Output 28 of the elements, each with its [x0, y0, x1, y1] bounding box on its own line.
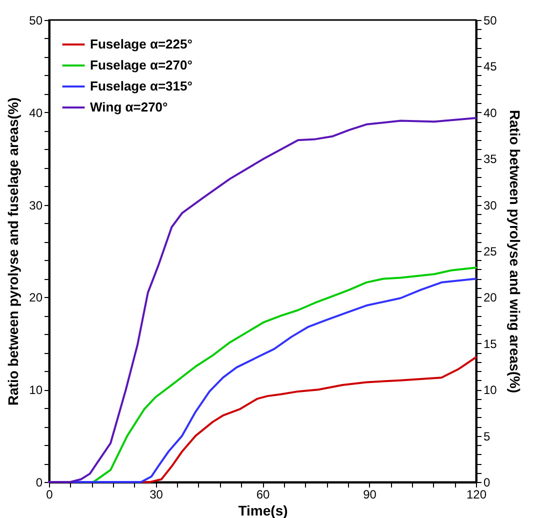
y-tick-label: 20: [29, 290, 43, 305]
y2-tick-label: 40: [484, 106, 498, 120]
y2-tick-label: 50: [484, 14, 498, 28]
y2-tick-label: 30: [484, 198, 498, 212]
legend-label: Fuselage α=315°: [90, 78, 192, 94]
y2-tick-label: 20: [484, 290, 498, 305]
y-axis-title: Ratio between pyrolyse and fuselage areas(%): [5, 97, 22, 406]
x-tick-label: 90: [363, 488, 377, 502]
legend-label: Wing α=270°: [90, 100, 168, 114]
y2-tick-label: 0: [484, 476, 490, 490]
y-tick-label: 40: [29, 106, 43, 120]
x-tick-label: 0: [46, 488, 54, 502]
x-tick-label: 120: [466, 488, 487, 502]
y2-tick-label: 15: [484, 336, 498, 351]
x-tick-label: 60: [256, 488, 270, 502]
y-tick-label: 30: [29, 198, 43, 212]
y2-tick-label: 45: [484, 60, 498, 74]
y-tick-label: 10: [29, 383, 43, 398]
y-tick-label: 0: [36, 476, 43, 490]
legend-label: Fuselage α=225°: [90, 36, 192, 52]
y2-tick-label: 10: [484, 383, 498, 398]
y2-axis-title: Ratio between pyrolyse and wing areas(%): [506, 110, 523, 394]
y-tick-label: 50: [29, 14, 43, 28]
y2-tick-label: 5: [484, 429, 490, 444]
y2-tick-label: 25: [484, 244, 498, 258]
legend-label: Fuselage α=270°: [90, 58, 192, 72]
y2-tick-label: 35: [484, 152, 498, 166]
x-tick-label: 30: [150, 488, 164, 502]
